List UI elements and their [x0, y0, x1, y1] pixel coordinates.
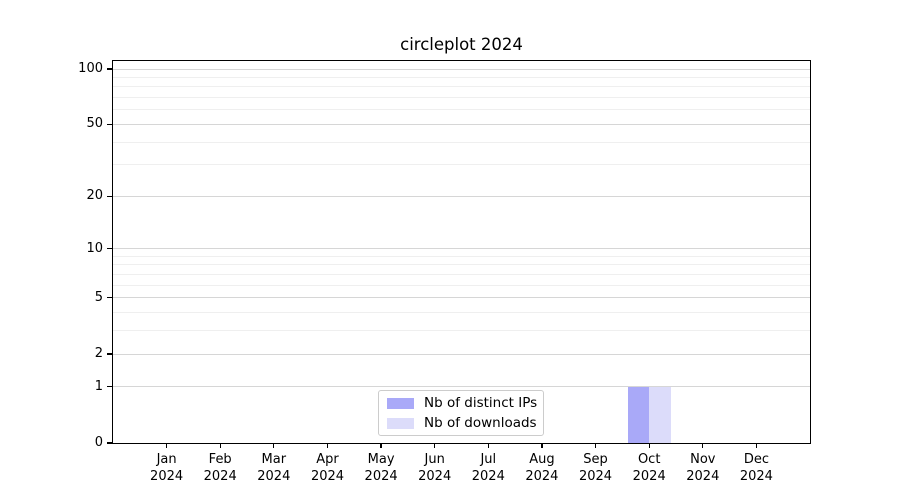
- x-tick: [380, 443, 382, 448]
- x-tick-label-year: 2024: [739, 469, 773, 484]
- x-tick-label-year: 2024: [578, 469, 613, 484]
- gridline-minor: [113, 109, 810, 111]
- x-tick-label: Feb 2024: [190, 451, 250, 485]
- gridline-minor: [113, 164, 810, 166]
- y-tick: [107, 68, 113, 70]
- x-tick-label-year: 2024: [632, 469, 666, 484]
- x-tick-label-year: 2024: [364, 469, 398, 484]
- x-tick-label: Apr 2024: [298, 451, 358, 485]
- x-tick: [594, 443, 597, 448]
- x-tick: [755, 443, 758, 448]
- gridline-minor: [113, 312, 810, 314]
- legend: Nb of distinct IPs Nb of downloads: [378, 390, 544, 436]
- gridline-minor: [113, 284, 810, 286]
- x-tick-label: Jan 2024: [137, 451, 197, 485]
- y-tick-label: 100: [78, 61, 103, 76]
- gridline-minor: [113, 264, 810, 266]
- x-tick-label-year: 2024: [525, 469, 559, 484]
- x-tick-label-month: Feb: [208, 452, 232, 467]
- gridline-major: [113, 195, 810, 197]
- x-tick-label-month: Sep: [583, 452, 608, 467]
- x-tick: [326, 443, 329, 448]
- y-tick-label: 10: [86, 240, 103, 256]
- x-tick-label-year: 2024: [686, 469, 720, 484]
- x-tick-label: Jul 2024: [458, 451, 518, 485]
- y-tick: [107, 195, 113, 197]
- y-tick-label: 0: [94, 435, 103, 450]
- y-tick-label: 20: [86, 188, 103, 204]
- x-tick-label-year: 2024: [203, 469, 237, 484]
- gridline-major: [113, 297, 810, 299]
- y-tick: [107, 386, 113, 388]
- x-tick: [487, 443, 489, 448]
- plot-area: [112, 60, 811, 444]
- x-tick-label: Aug 2024: [512, 451, 572, 485]
- x-tick-label-month: Mar: [261, 452, 287, 467]
- legend-label: Nb of distinct IPs: [424, 395, 538, 411]
- x-tick-label-year: 2024: [471, 469, 505, 484]
- gridline-minor: [113, 274, 810, 275]
- x-tick: [541, 443, 543, 448]
- gridline-minor: [113, 77, 810, 78]
- bar-nb-of-distinct-ips: [627, 386, 650, 443]
- x-tick-label-month: Oct: [637, 452, 661, 467]
- x-tick-label-year: 2024: [310, 469, 345, 484]
- y-tick-label: 50: [86, 116, 103, 132]
- x-tick-label: Sep 2024: [566, 451, 626, 485]
- x-tick-label-year: 2024: [150, 469, 184, 484]
- gridline-minor: [113, 97, 810, 99]
- x-tick-label-month: Nov: [690, 452, 716, 467]
- y-tick-label: 5: [94, 289, 103, 305]
- x-tick-label-year: 2024: [257, 469, 291, 484]
- chart-title: circleplot 2024: [400, 35, 523, 54]
- bar-nb-of-downloads: [649, 386, 671, 443]
- gridline-minor: [113, 330, 810, 332]
- x-tick-label: May 2024: [351, 451, 411, 485]
- x-tick-label-month: Aug: [529, 452, 555, 467]
- y-tick-label: 2: [94, 346, 103, 361]
- x-tick: [702, 443, 704, 448]
- x-tick: [648, 443, 650, 448]
- x-tick-label: Dec 2024: [726, 451, 786, 485]
- x-tick-label: Mar 2024: [244, 451, 304, 485]
- x-tick-label-year: 2024: [418, 469, 452, 484]
- x-tick-label-month: Dec: [743, 452, 769, 467]
- x-tick-label: Jun 2024: [405, 451, 465, 485]
- gridline-major: [113, 68, 810, 70]
- y-tick: [107, 442, 113, 444]
- legend-label: Nb of downloads: [424, 415, 537, 431]
- x-tick-label-month: Jun: [424, 452, 445, 467]
- gridline-minor: [113, 86, 810, 88]
- x-tick-label-month: May: [367, 452, 395, 467]
- x-tick: [434, 443, 436, 448]
- legend-swatch: [387, 418, 414, 429]
- x-tick-label-month: Jul: [480, 452, 497, 467]
- y-tick-label: 1: [94, 378, 103, 394]
- x-tick: [219, 443, 221, 448]
- y-tick: [107, 297, 113, 299]
- x-tick-label: Oct 2024: [619, 451, 679, 485]
- gridline-major: [113, 123, 810, 125]
- gridline-major: [113, 386, 810, 388]
- gridline-major: [113, 353, 810, 355]
- legend-swatch: [387, 398, 414, 409]
- gridline-major: [113, 248, 810, 250]
- x-tick-label: Nov 2024: [673, 451, 733, 485]
- y-tick: [107, 248, 113, 250]
- x-tick: [165, 443, 168, 448]
- y-tick: [107, 123, 113, 126]
- x-tick-label-month: Jan: [156, 452, 177, 467]
- gridline-minor: [113, 141, 810, 143]
- y-tick: [107, 353, 113, 355]
- x-tick-label-month: Apr: [316, 452, 339, 467]
- gridline-minor: [113, 255, 810, 257]
- x-tick: [273, 443, 275, 448]
